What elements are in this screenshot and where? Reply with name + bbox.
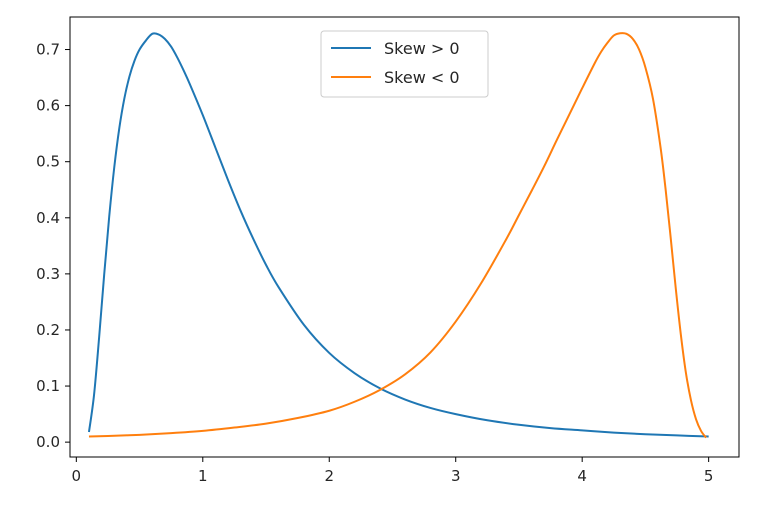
plot-frame: [69, 16, 740, 458]
y-tick-label: 0.6: [36, 97, 60, 115]
x-tick-label: 3: [451, 467, 461, 485]
y-tick-label: 0.7: [36, 41, 60, 59]
x-axis-ticks: 0 1 2 3 4 5: [72, 457, 714, 485]
y-tick-label: 0.2: [36, 321, 60, 339]
legend-label: Skew > 0: [384, 39, 460, 58]
legend-label: Skew < 0: [384, 68, 460, 87]
x-tick-label: 0: [72, 467, 82, 485]
y-tick-label: 0.3: [36, 265, 60, 283]
series-lines: [87, 32, 709, 439]
y-tick-label: 0.5: [36, 153, 60, 171]
x-tick-label: 2: [324, 467, 334, 485]
x-tick-label: 1: [198, 467, 208, 485]
y-tick-label: 0.1: [36, 377, 60, 395]
series-line-skew-positive: [87, 32, 709, 438]
x-tick-label: 5: [704, 467, 714, 485]
y-tick-label: 0.4: [36, 209, 60, 227]
series-line-skew-negative: [88, 32, 707, 439]
legend: Skew > 0 Skew < 0: [320, 30, 489, 98]
y-tick-label: 0.0: [36, 433, 60, 451]
y-axis-ticks: 0.0 0.1 0.2 0.3 0.4 0.5 0.6 0.7: [36, 41, 70, 451]
x-tick-label: 4: [577, 467, 587, 485]
